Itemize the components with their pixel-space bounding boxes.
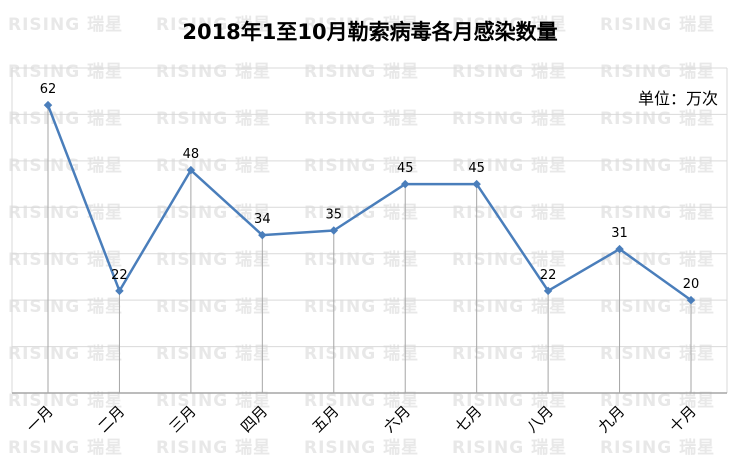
data-label: 22 xyxy=(111,268,128,283)
watermark-text: RISING 瑞星 xyxy=(600,344,715,364)
watermark-text: RISING 瑞星 xyxy=(304,438,419,458)
watermark-text: RISING 瑞星 xyxy=(156,438,271,458)
watermark-text: RISING 瑞星 xyxy=(156,297,271,317)
diamond-marker-icon xyxy=(43,100,53,110)
diamond-marker-icon xyxy=(115,286,124,296)
diamond-marker-icon xyxy=(686,295,696,305)
watermark-text: RISING 瑞星 xyxy=(8,250,123,270)
watermark-text: RISING 瑞星 xyxy=(600,109,715,129)
diamond-marker-icon xyxy=(186,165,196,175)
watermark-text: RISING 瑞星 xyxy=(452,62,567,82)
data-labels: 62 22 48 34 35 45 45 22 31 20 xyxy=(40,82,700,292)
watermark-text: RISING 瑞星 xyxy=(600,297,715,317)
drop-lines xyxy=(47,105,692,393)
watermark-text: RISING 瑞星 xyxy=(600,15,715,35)
data-markers xyxy=(43,100,696,305)
watermark-text: RISING 瑞星 xyxy=(8,344,123,364)
data-label: 31 xyxy=(611,226,628,241)
watermark-text: RISING 瑞星 xyxy=(8,62,123,82)
watermark-text: RISING 瑞星 xyxy=(600,391,715,411)
watermark-text: RISING 瑞星 xyxy=(600,438,715,458)
watermark-text: RISING 瑞星 xyxy=(156,109,271,129)
data-label: 45 xyxy=(397,161,414,176)
data-label: 34 xyxy=(254,212,271,227)
data-label: 45 xyxy=(468,161,485,176)
chart-title: 2018年1至10月勒索病毒各月感染数量 xyxy=(182,20,557,44)
watermark-text: RISING 瑞星 xyxy=(156,15,271,35)
diamond-marker-icon xyxy=(472,179,481,189)
watermark-text: RISING 瑞星 xyxy=(8,15,123,35)
diamond-marker-icon xyxy=(329,226,339,235)
watermark-text: RISING 瑞星 xyxy=(452,203,567,223)
data-label: 48 xyxy=(183,147,200,162)
watermark-text: RISING 瑞星 xyxy=(304,391,419,411)
watermark-text: RISING 瑞星 xyxy=(452,109,567,129)
watermark-text: RISING 瑞星 xyxy=(156,250,271,270)
watermark-text: RISING 瑞星 xyxy=(156,344,271,364)
watermark-text: RISING 瑞星 xyxy=(452,15,567,35)
data-label: 22 xyxy=(540,268,557,283)
watermark-text: RISING 瑞星 xyxy=(452,344,567,364)
watermark-text: RISING 瑞星 xyxy=(600,203,715,223)
diamond-marker-icon xyxy=(258,230,267,240)
watermark-text: RISING 瑞星 xyxy=(8,438,123,458)
watermark-text: RISING 瑞星 xyxy=(452,391,567,411)
watermark-layer: RISING 瑞星 RISING 瑞星 RISING 瑞星 RISING 瑞星 RISI… xyxy=(8,15,715,458)
diamond-marker-icon xyxy=(543,286,553,296)
unit-label: 单位：万次 xyxy=(638,89,718,108)
watermark-text: RISING 瑞星 xyxy=(600,156,715,176)
watermark-text: RISING 瑞星 xyxy=(156,156,271,176)
watermark-text: RISING 瑞星 xyxy=(304,250,419,270)
data-label: 35 xyxy=(326,208,343,223)
watermark-text: RISING 瑞星 xyxy=(156,62,271,82)
watermark-text: RISING 瑞星 xyxy=(304,15,419,35)
watermark-text: RISING 瑞星 xyxy=(304,62,419,82)
data-label: 20 xyxy=(683,277,700,292)
series-line xyxy=(46,104,692,302)
watermark-text: RISING 瑞星 xyxy=(8,391,123,411)
watermark-text: RISING 瑞星 xyxy=(600,62,715,82)
watermark-text: RISING 瑞星 xyxy=(304,109,419,129)
watermark-text: RISING 瑞星 xyxy=(156,391,271,411)
watermark-text: RISING 瑞星 xyxy=(600,250,715,270)
watermark-text: RISING 瑞星 xyxy=(452,438,567,458)
watermark-text: RISING 瑞星 xyxy=(8,203,123,223)
diamond-marker-icon xyxy=(400,179,410,189)
watermark-text: RISING 瑞星 xyxy=(8,109,123,129)
watermark-text: RISING 瑞星 xyxy=(304,297,419,317)
watermark-text: RISING 瑞星 xyxy=(8,297,123,317)
gridlines xyxy=(11,67,728,394)
watermark-text: RISING 瑞星 xyxy=(452,250,567,270)
watermark-text: RISING 瑞星 xyxy=(452,297,567,317)
watermark-text: RISING 瑞星 xyxy=(156,203,271,223)
watermark-text: RISING 瑞星 xyxy=(304,344,419,364)
data-label: 62 xyxy=(40,82,57,97)
watermark-text: RISING 瑞星 xyxy=(8,156,123,176)
